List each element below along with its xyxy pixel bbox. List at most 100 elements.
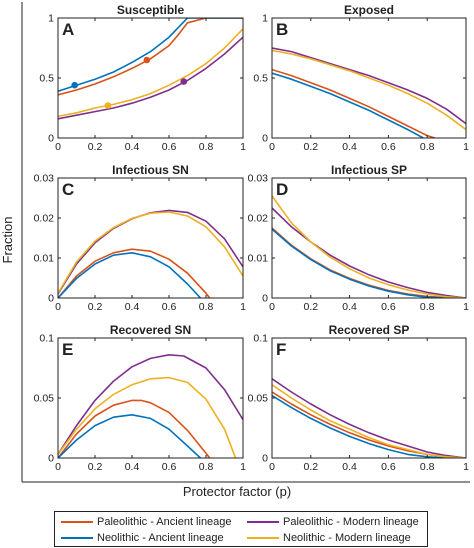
series-line: [58, 248, 211, 298]
panels-group: 0 0.2 0.4 0.6 0.8 1 0 0.5 1 Susceptible A 0 0.2 0.4 0.…: [34, 3, 470, 473]
x-tick-label: 1: [240, 301, 246, 313]
y-tick-label: 0.03: [248, 173, 269, 185]
x-tick-label: 0.6: [162, 461, 177, 473]
legend-label: Paleolithic - Modern lineage: [283, 516, 419, 528]
y-tick-label: 0: [48, 293, 54, 305]
series-line: [272, 49, 466, 131]
panel-letter: A: [62, 20, 74, 39]
panel-title: Recovered SN: [110, 323, 191, 337]
series-marker: [104, 102, 112, 109]
x-tick-label: 0.4: [125, 461, 140, 473]
x-tick-label: 0.6: [381, 301, 396, 313]
series-line: [272, 391, 457, 458]
panel-letter: F: [276, 340, 286, 359]
panel-title: Recovered SP: [329, 323, 410, 337]
series-line: [272, 195, 466, 298]
x-tick-label: 0.6: [381, 461, 396, 473]
series-line: [58, 413, 201, 458]
legend: Paleolithic - Ancient lineage Paleolithi…: [54, 511, 428, 547]
figure-x-axis-label: Protector factor (p): [182, 484, 292, 499]
x-tick-label: 1: [240, 141, 246, 153]
x-tick-label: 0: [55, 301, 61, 313]
legend-swatch: [247, 537, 279, 539]
y-tick-label: 0: [262, 133, 268, 145]
panel-f: 0 0.2 0.4 0.6 0.8 1 0 0.05 0.1 Recovered SP F: [248, 323, 470, 473]
series-line: [272, 47, 466, 125]
y-tick-label: 1: [48, 13, 54, 25]
y-tick-label: 0.5: [253, 73, 268, 85]
series-line: [272, 378, 466, 458]
x-tick-label: 0.6: [162, 141, 177, 153]
panel-c: 0 0.2 0.4 0.6 0.8 1 0 0.01 0.02 0.03 Infectious SN…: [34, 163, 247, 313]
legend-label: Neolithic - Modern lineage: [283, 532, 411, 544]
series-line: [58, 18, 243, 92]
x-tick-label: 0.2: [88, 141, 103, 153]
series-marker: [71, 81, 78, 89]
series-line: [272, 207, 466, 298]
x-tick-label: 0: [269, 301, 275, 313]
x-tick-label: 0.8: [420, 461, 435, 473]
panel-axes-box: [271, 177, 467, 299]
panel-title: Infectious SP: [331, 163, 407, 177]
legend-item-neolithic-ancient: Neolithic - Ancient lineage: [61, 530, 224, 546]
series-line: [58, 211, 243, 294]
x-tick-label: 0: [269, 461, 275, 473]
x-tick-label: 0.2: [303, 141, 318, 153]
y-tick-label: 0.05: [248, 393, 269, 405]
series-line: [58, 399, 211, 458]
panel-title: Susceptible: [117, 3, 185, 17]
panel-axes-box: [57, 337, 244, 459]
series-line: [272, 72, 424, 138]
x-tick-label: 0.4: [342, 141, 357, 153]
y-tick-label: 0: [48, 453, 54, 465]
y-tick-label: 0: [262, 293, 268, 305]
figure-y-axis-label: Fraction: [0, 217, 15, 264]
x-tick-label: 1: [463, 301, 469, 313]
x-tick-label: 1: [463, 141, 469, 153]
legend-item-neolithic-modern: Neolithic - Modern lineage: [247, 530, 411, 546]
legend-item-paleolithic-ancient: Paleolithic - Ancient lineage: [61, 514, 232, 530]
x-tick-label: 0.8: [420, 301, 435, 313]
panel-axes-box: [57, 17, 244, 139]
panel-letter: D: [276, 180, 288, 199]
x-tick-label: 1: [463, 461, 469, 473]
panel-e: 0 0.2 0.4 0.6 0.8 1 0 0.05 0.1 Recovered SN E: [34, 323, 247, 473]
x-tick-label: 0.8: [199, 461, 214, 473]
series-line: [58, 36, 243, 120]
y-tick-label: 0.01: [248, 253, 269, 265]
legend-swatch: [61, 537, 93, 539]
series-marker: [143, 56, 151, 64]
series-line: [272, 227, 457, 298]
panel-b: 0 0.2 0.4 0.6 0.8 1 0 0.5 1 Exposed B: [253, 3, 469, 153]
y-tick-label: 0.03: [34, 173, 55, 185]
panel-a: 0 0.2 0.4 0.6 0.8 1 0 0.5 1 Susceptible A: [39, 3, 246, 153]
y-tick-label: 0.02: [34, 213, 55, 225]
legend-label: Paleolithic - Ancient lineage: [97, 516, 232, 528]
y-tick-label: 0.5: [39, 73, 54, 85]
x-tick-label: 0.6: [381, 141, 396, 153]
legend-item-paleolithic-modern: Paleolithic - Modern lineage: [247, 514, 419, 530]
series-line: [58, 18, 243, 96]
panel-d: 0 0.2 0.4 0.6 0.8 1 0 0.01 0.02 0.03 Infectious SP…: [248, 163, 470, 313]
panel-letter: C: [62, 180, 74, 199]
x-tick-label: 0.2: [303, 461, 318, 473]
legend-swatch: [247, 521, 279, 523]
y-tick-label: 0.02: [248, 213, 269, 225]
x-tick-label: 0.4: [342, 301, 357, 313]
x-tick-label: 0.2: [88, 301, 103, 313]
y-tick-label: 0: [262, 453, 268, 465]
series-line: [272, 68, 436, 138]
panel-letter: E: [62, 340, 73, 359]
y-tick-label: 0.1: [253, 333, 268, 345]
x-tick-label: 0: [269, 141, 275, 153]
y-tick-label: 0: [48, 133, 54, 145]
x-tick-label: 0: [55, 141, 61, 153]
series-line: [272, 228, 447, 298]
series-marker: [180, 78, 188, 85]
x-tick-label: 0.4: [342, 461, 357, 473]
x-tick-label: 0.8: [199, 301, 214, 313]
y-tick-label: 0.05: [34, 393, 55, 405]
series-line: [58, 28, 243, 118]
figure-frame: [21, 2, 470, 483]
